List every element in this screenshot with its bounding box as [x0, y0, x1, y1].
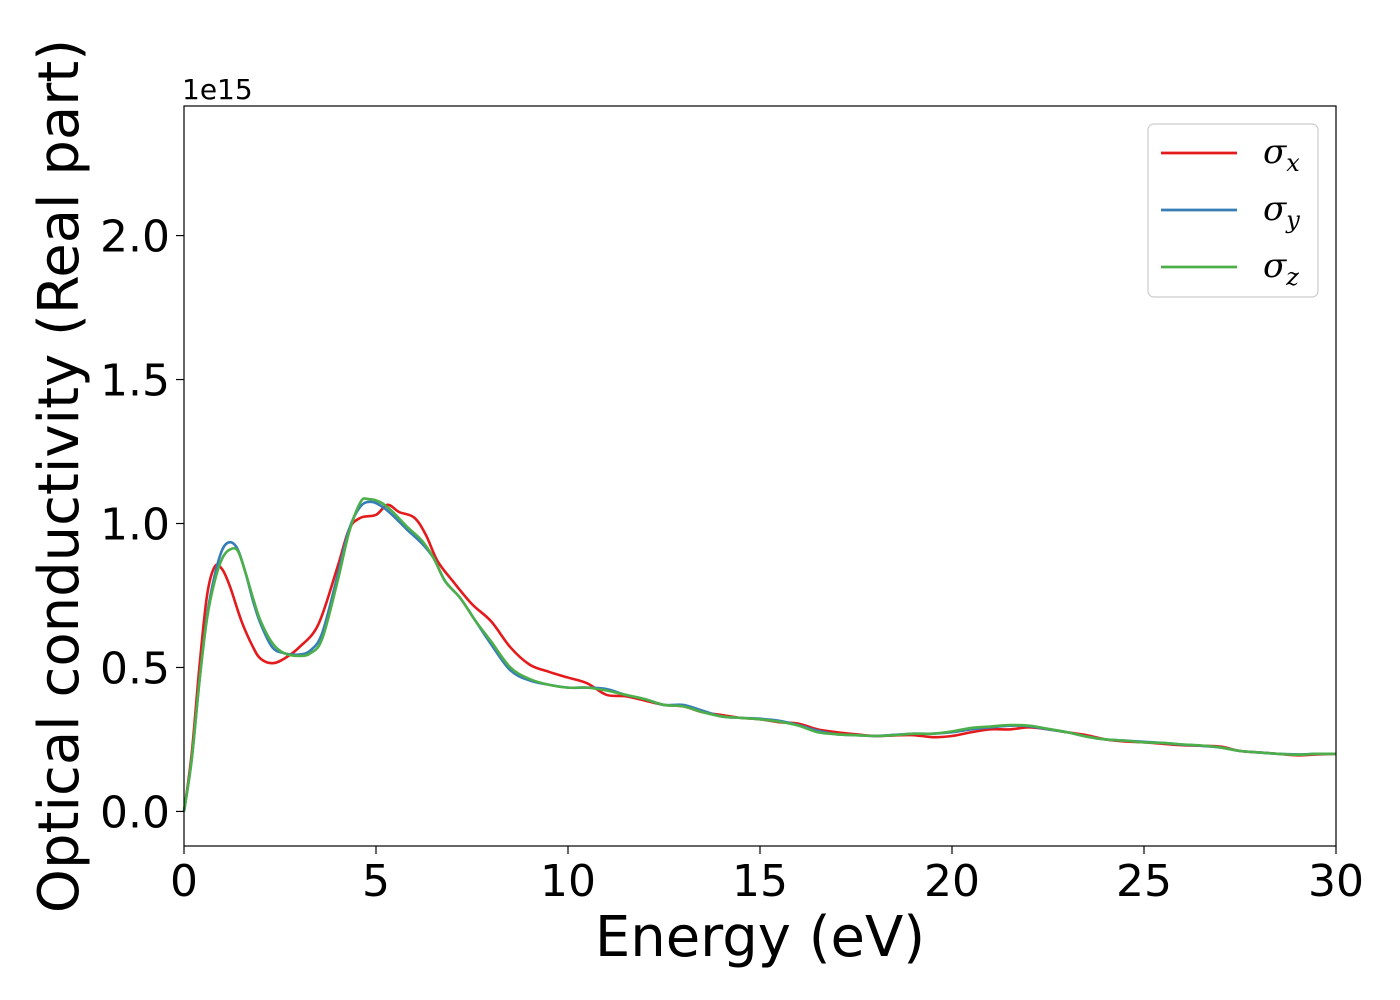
- y-tick-label: 1.5: [100, 356, 170, 407]
- x-tick-label: 0: [170, 856, 198, 907]
- x-tick-label: 5: [362, 856, 390, 907]
- x-axis-label: Energy (eV): [595, 905, 925, 970]
- plot-area: [182, 497, 1337, 812]
- y-tick-label: 0.5: [100, 643, 170, 694]
- x-tick-label: 20: [924, 856, 980, 907]
- y-axis: 0.0 0.5 1.0 1.5 2.0: [100, 212, 184, 838]
- y-axis-label: Optical conductivity (Real part): [27, 39, 92, 913]
- x-tick-label: 30: [1308, 856, 1364, 907]
- y-tick-label: 0.0: [100, 787, 170, 838]
- series-line-z: [182, 497, 1337, 812]
- legend-label-y: σy: [1263, 189, 1300, 234]
- x-tick-label: 10: [540, 856, 596, 907]
- legend: σx σy σz: [1147, 123, 1319, 298]
- legend-label-x: σx: [1263, 132, 1300, 177]
- y-tick-label: 2.0: [100, 212, 170, 263]
- y-tick-label: 1.0: [100, 500, 170, 551]
- x-tick-label: 25: [1116, 856, 1172, 907]
- y-offset-label: 1e15: [182, 73, 253, 106]
- x-tick-label: 15: [732, 856, 788, 907]
- legend-label-z: σz: [1263, 246, 1299, 291]
- x-axis: 0 5 10 15 20 25 30: [170, 846, 1364, 907]
